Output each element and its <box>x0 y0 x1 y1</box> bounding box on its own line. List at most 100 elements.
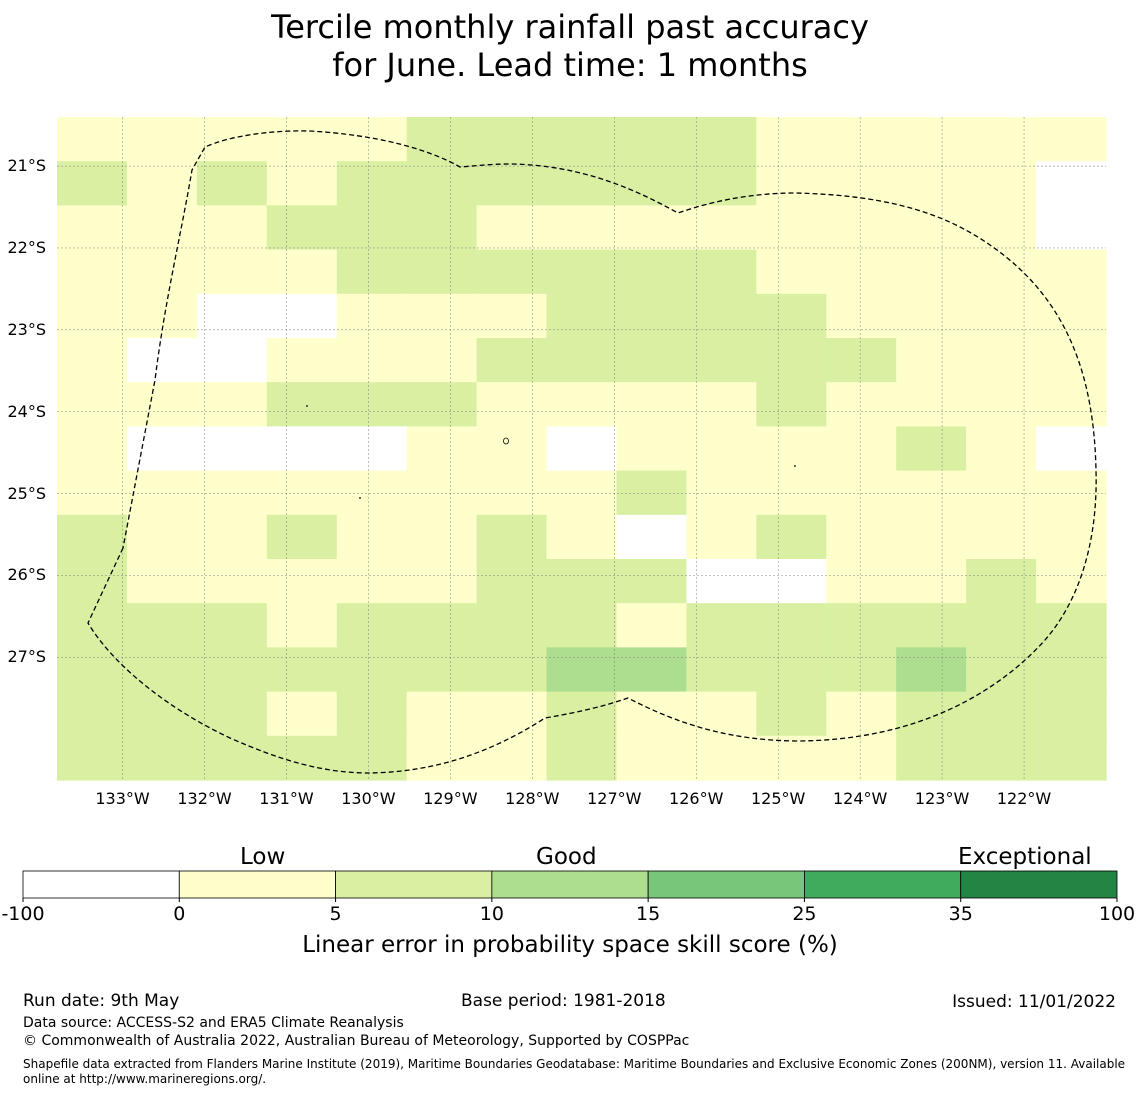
grid-cell <box>966 735 1037 781</box>
grid-cell <box>616 382 687 427</box>
grid-cell <box>966 249 1037 295</box>
grid-cell <box>966 603 1037 648</box>
grid-cell <box>686 293 757 339</box>
grid-cell <box>476 161 548 206</box>
grid-cell <box>336 161 408 206</box>
longitude-label: 128°W <box>505 789 560 808</box>
grid-cell <box>616 514 687 560</box>
grid-cell <box>546 117 618 162</box>
grid-cell <box>756 338 827 383</box>
grid-cell <box>196 647 268 693</box>
longitude-label: 122°W <box>996 789 1052 808</box>
grid-cell <box>896 249 967 295</box>
grid-cell <box>826 249 897 295</box>
grid-cell <box>756 470 827 516</box>
longitude-label: 125°W <box>751 789 806 808</box>
grid-cell <box>546 249 618 295</box>
grid-cell <box>686 559 757 604</box>
grid-cell <box>196 426 268 472</box>
colorbar-swatch <box>804 870 962 899</box>
grid-cell <box>126 603 198 648</box>
grid-cell <box>406 514 478 560</box>
grid-cell <box>966 559 1037 604</box>
colorbar-tick-label: 5 <box>329 903 342 925</box>
longitude-label: 129°W <box>423 789 478 808</box>
grid-cell <box>126 338 198 383</box>
grid-cell <box>57 249 128 295</box>
grid-cell <box>406 470 478 516</box>
grid-cell <box>266 249 338 295</box>
grid-cell <box>196 338 268 383</box>
grid-cell <box>266 735 338 781</box>
grid-cell <box>546 205 618 251</box>
grid-cell <box>896 382 967 427</box>
grid-cell <box>1036 161 1107 206</box>
grid-cell <box>266 293 338 339</box>
grid-cell <box>756 205 827 251</box>
graticule <box>57 117 1106 780</box>
colorbar-tick-label: 0 <box>173 903 186 925</box>
grid-cell <box>266 647 338 693</box>
grid-cell <box>57 205 128 251</box>
grid-cell <box>966 161 1037 206</box>
grid-cell <box>406 735 478 781</box>
grid-cell <box>896 205 967 251</box>
colorbar-swatch <box>647 870 805 899</box>
grid-cell <box>546 603 618 648</box>
grid-cell <box>336 426 408 472</box>
grid-cell <box>57 559 128 604</box>
grid-cell <box>336 559 408 604</box>
grid-cell <box>616 338 687 383</box>
colorbar-tick-label: -100 <box>1 903 45 925</box>
grid-cell <box>756 161 827 206</box>
grid-cell <box>686 161 757 206</box>
grid-cell <box>476 559 548 604</box>
grid-cell <box>1036 691 1107 737</box>
grid-cell <box>966 514 1037 560</box>
grid-cell <box>126 161 198 206</box>
grid-cell <box>546 514 618 560</box>
grid-cell <box>57 647 128 693</box>
latitude-label: 25°S <box>7 483 46 503</box>
grid-cell <box>826 691 897 737</box>
grid-cell <box>546 559 618 604</box>
grid-cell <box>476 249 548 295</box>
grid-cell <box>196 293 268 339</box>
grid-cell <box>616 559 687 604</box>
grid-cell <box>126 559 198 604</box>
longitude-label: 130°W <box>341 789 396 808</box>
grid-cell <box>966 117 1037 162</box>
grid-cell <box>336 470 408 516</box>
grid-cell <box>826 470 897 516</box>
colorbar-header-exceptional: Exceptional <box>958 844 1092 870</box>
grid-cell <box>826 161 897 206</box>
grid-cell <box>196 117 268 162</box>
grid-cell <box>896 514 967 560</box>
grid-cell <box>57 603 128 648</box>
grid-cell <box>896 691 967 737</box>
grid-cell <box>686 470 757 516</box>
colorbar <box>22 870 1118 902</box>
grid-cell <box>126 117 198 162</box>
colorbar-swatch <box>960 870 1118 899</box>
grid-cell <box>826 382 897 427</box>
grid-cell <box>826 426 897 472</box>
grid-cell <box>546 338 618 383</box>
grid-cell <box>756 735 827 781</box>
grid-cell <box>266 117 338 162</box>
grid-cell <box>686 514 757 560</box>
grid-cell <box>826 205 897 251</box>
grid-cell <box>1036 382 1107 427</box>
grid-cell <box>336 691 408 737</box>
grid-cell <box>1036 338 1107 383</box>
grid-cell <box>546 735 618 781</box>
grid-cell <box>266 559 338 604</box>
grid-cell <box>336 205 408 251</box>
grid-cell <box>196 205 268 251</box>
grid-cell <box>966 426 1037 472</box>
latitude-label: 27°S <box>7 647 46 667</box>
longitude-label: 133°W <box>95 789 150 808</box>
grid-cell <box>616 249 687 295</box>
longitude-label: 132°W <box>177 789 232 808</box>
